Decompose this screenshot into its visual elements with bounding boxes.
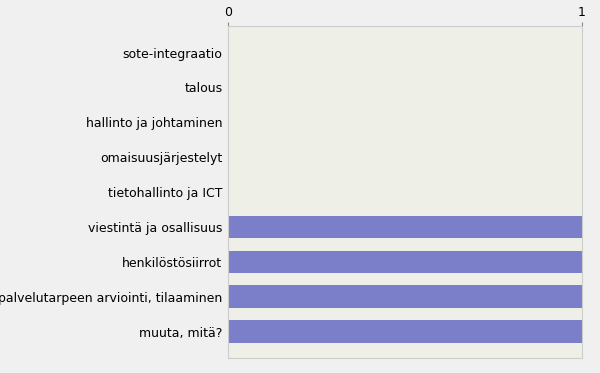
Bar (228, 251, 582, 273)
Bar (228, 320, 582, 343)
Bar (228, 216, 582, 238)
Bar (228, 285, 582, 308)
